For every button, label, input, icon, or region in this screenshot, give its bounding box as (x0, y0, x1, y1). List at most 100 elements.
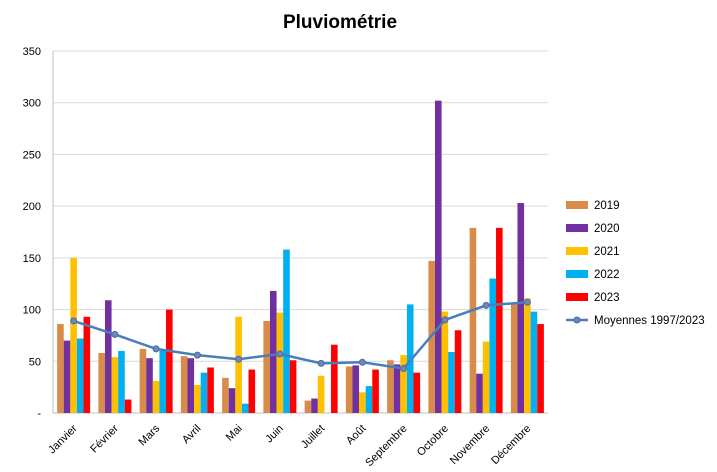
bar-2021-Février (111, 357, 119, 413)
bar-2022-Février (118, 350, 125, 413)
average-point-Septembre (400, 365, 408, 372)
bar-2020-Mai (228, 388, 236, 413)
legend-swatch-2023 (566, 293, 588, 301)
bar-2021-Juin (276, 312, 284, 413)
bar-2023-Juin (289, 360, 297, 413)
x-category-label: Avril (180, 423, 203, 446)
x-category-label: Octobre (415, 423, 451, 459)
bar-2020-Janvier (63, 340, 71, 413)
bar-2023-Août (372, 369, 379, 413)
bar-2021-Mars (152, 380, 160, 413)
y-tick-label: - (37, 408, 41, 420)
bar-2020-Février (104, 300, 112, 413)
grid-lines (52, 50, 548, 414)
bar-2022-Octobre (448, 351, 455, 413)
y-tick-label: 350 (23, 46, 41, 58)
bar-2020-Novembre (476, 373, 483, 413)
bar-2023-Octobre (454, 330, 462, 413)
y-tick-label: 300 (23, 98, 41, 110)
y-tick-label: 50 (29, 356, 41, 368)
bar-2023-Novembre (496, 227, 503, 413)
bar-2023-Septembre (413, 372, 421, 413)
bar-2020-Juillet (311, 398, 318, 413)
bar-2022-Mars (159, 349, 167, 413)
bar-2019-Juin (263, 320, 270, 413)
average-point-Mars (152, 345, 160, 353)
x-category-label: Décembre (489, 423, 533, 467)
bar-2022-Novembre (489, 278, 497, 413)
average-point-Mai (235, 355, 243, 363)
bar-2021-Octobre (441, 311, 449, 413)
x-category-label: Juin (263, 423, 286, 446)
bar-2020-Septembre (393, 364, 401, 413)
legend-label-2023: 2023 (594, 292, 620, 304)
bar-2022-Janvier (76, 338, 84, 413)
bar-2021-Mai (235, 316, 242, 413)
bar-2021-Décembre (524, 298, 531, 413)
average-point-Août (358, 358, 366, 366)
bar-2019-Septembre (387, 360, 394, 413)
bar-2020-Mars (146, 358, 153, 413)
x-category-label: Mai (224, 423, 245, 444)
x-category-label: Février (88, 422, 121, 455)
bar-2023-Janvier (83, 316, 91, 413)
bar-2023-Février (124, 399, 132, 413)
chart-title: Pluviométrie (283, 12, 397, 33)
bar-2021-Janvier (70, 257, 77, 413)
bar-2020-Avril (187, 358, 195, 413)
bar-2022-Juin (283, 249, 290, 413)
bar-2023-Avril (207, 367, 214, 413)
average-point-Octobre (441, 316, 449, 324)
y-tick-label: 200 (23, 201, 41, 213)
legend-swatch-2019 (566, 201, 588, 209)
bar-2023-Mai (248, 369, 256, 413)
bar-2019-Décembre (510, 304, 518, 413)
bar-2019-Février (98, 353, 105, 413)
average-point-Juillet (317, 359, 325, 367)
legend: 2019 2020 2021 2022 2023 Moyennes 1997/2023 (566, 200, 705, 327)
legend-label-2022: 2022 (594, 269, 620, 281)
bar-2022-Mai (241, 403, 249, 413)
bar-2019-Avril (180, 356, 188, 413)
bar-2020-Juin (269, 290, 277, 413)
bar-2021-Août (359, 392, 366, 413)
y-tick-label: 100 (23, 305, 41, 317)
y-tick-label: 150 (23, 253, 41, 265)
legend-swatch-2020 (566, 224, 588, 232)
bar-2020-Décembre (517, 203, 525, 413)
legend-line-marker (573, 316, 581, 324)
bar-2022-Août (365, 386, 373, 413)
bar-2019-Mai (222, 377, 229, 413)
average-point-Novembre (482, 301, 490, 309)
x-category-label: Septembre (363, 423, 410, 470)
bar-2020-Août (352, 365, 360, 413)
x-category-label: Mars (136, 422, 162, 448)
legend-label-2020: 2020 (594, 223, 620, 235)
bar-2019-Novembre (469, 227, 477, 413)
legend-swatch-2022 (566, 270, 588, 278)
average-point-Février (111, 330, 119, 338)
bar-2022-Avril (200, 372, 208, 413)
bar-2019-Août (345, 366, 353, 413)
bar-2023-Juillet (331, 344, 338, 413)
bar-2021-Novembre (482, 341, 490, 413)
average-polyline (73, 301, 528, 370)
y-tick-label: 250 (23, 149, 41, 161)
bar-2020-Octobre (434, 100, 442, 414)
bar-2019-Janvier (57, 324, 64, 413)
bar-2021-Septembre (400, 355, 407, 413)
bars (57, 100, 544, 414)
legend-label-2019: 2019 (594, 200, 620, 212)
average-point-Janvier (70, 317, 78, 325)
average-point-Avril (193, 351, 201, 359)
x-category-label: Novembre (448, 423, 492, 467)
bar-2023-Mars (166, 309, 173, 413)
x-axis-category-labels: Janvier Février Mars Avril Mai Juin Juillet Aoû… (46, 422, 533, 469)
y-axis-tick-labels: - 50 100 150 200 250 300 350 (23, 46, 42, 420)
legend-swatch-2021 (566, 247, 588, 255)
average-point-Décembre (523, 298, 531, 306)
bar-2023-Décembre (537, 324, 544, 413)
bar-2019-Mars (139, 348, 147, 413)
x-category-label: Janvier (46, 422, 80, 456)
